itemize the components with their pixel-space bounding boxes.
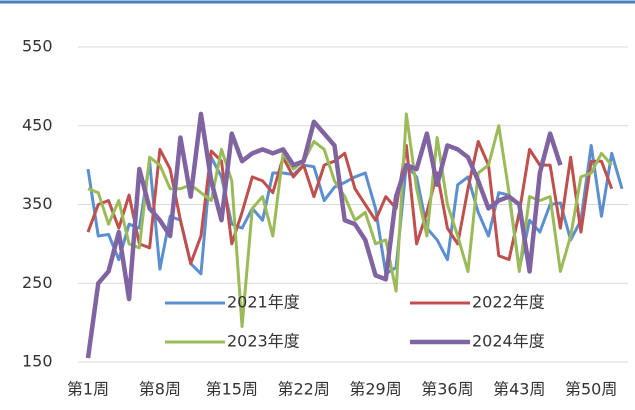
legend-label: 2023年度 (227, 332, 300, 351)
legend-label: 2022年度 (472, 293, 545, 312)
x-tick-label: 第1周 (67, 380, 109, 399)
series-line (85, 111, 563, 359)
x-tick-label: 第8周 (139, 380, 181, 399)
x-tick-label: 第43周 (493, 380, 545, 399)
x-tick-label: 第22周 (277, 380, 329, 399)
legend-label: 2024年度 (472, 332, 545, 351)
y-tick-label: 550 (22, 37, 53, 56)
x-tick-label: 第15周 (206, 380, 258, 399)
y-tick-label: 250 (22, 273, 53, 292)
x-tick-label: 第29周 (349, 380, 401, 399)
y-tick-label: 150 (22, 352, 53, 371)
legend-label: 2021年度 (227, 293, 300, 312)
x-tick-label: 第50周 (565, 380, 617, 399)
y-tick-label: 350 (22, 194, 53, 213)
x-tick-label: 第36周 (421, 380, 473, 399)
y-tick-label: 450 (22, 115, 53, 134)
